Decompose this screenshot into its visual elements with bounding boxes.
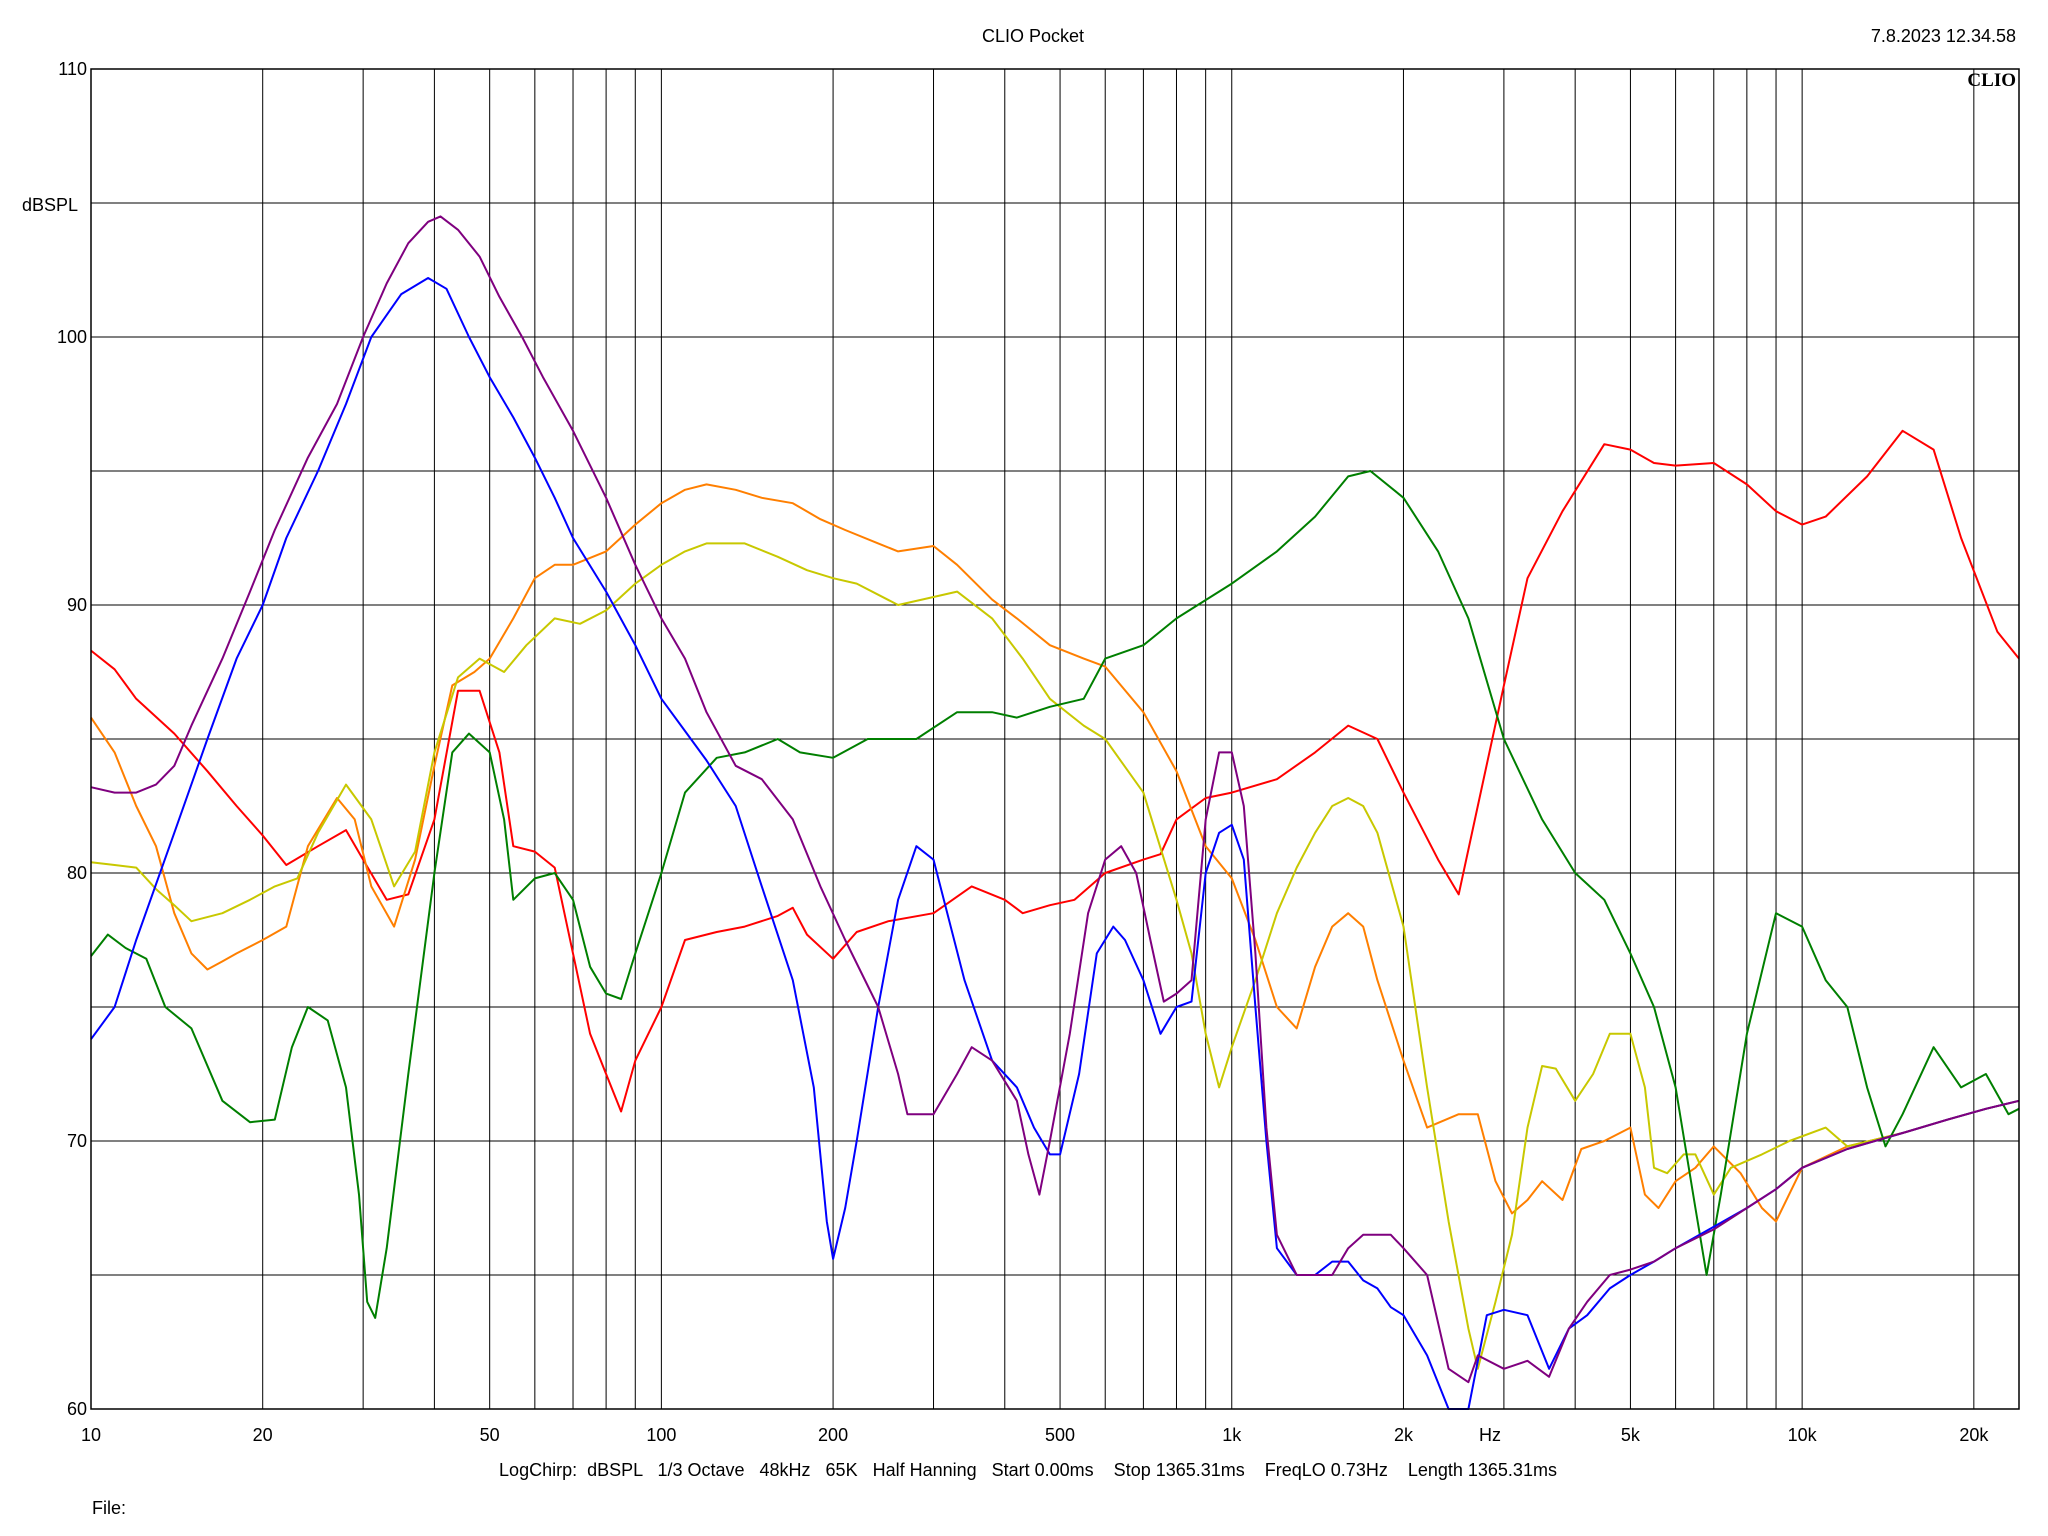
- y-axis-tick-labels: 110 100 90 80 70 60: [57, 59, 87, 1419]
- y-tick-label: 70: [67, 1131, 87, 1151]
- timestamp: 7.8.2023 12.34.58: [1871, 26, 2016, 46]
- x-axis-label: Hz: [1479, 1425, 1501, 1445]
- x-tick-label: 10: [81, 1425, 101, 1445]
- y-tick-label: 60: [67, 1399, 87, 1419]
- x-tick-label: 1k: [1222, 1425, 1242, 1445]
- series-line-6: [90, 215, 2020, 1384]
- x-tick-label: 500: [1045, 1425, 1075, 1445]
- series-line-3: [90, 542, 2020, 1370]
- x-tick-label: 20: [253, 1425, 273, 1445]
- series-group: [90, 215, 2020, 1410]
- x-tick-label: 200: [818, 1425, 848, 1445]
- series-line-4: [90, 470, 2020, 1319]
- x-tick-label: 20k: [1959, 1425, 1989, 1445]
- y-tick-label: 110: [58, 59, 87, 79]
- plot-frame: [90, 68, 2020, 1410]
- x-tick-label: 50: [480, 1425, 500, 1445]
- series-line-1: [90, 429, 2020, 1113]
- y-tick-label: 80: [67, 863, 87, 883]
- series-line-2: [90, 483, 2020, 1223]
- x-tick-label: 2k: [1394, 1425, 1414, 1445]
- clio-logo: CLIO: [1967, 70, 2016, 91]
- chart-title: CLIO Pocket: [982, 26, 1084, 46]
- measurement-settings: LogChirp: dBSPL 1/3 Octave 48kHz 65K Hal…: [499, 1460, 1557, 1480]
- y-tick-label: 100: [57, 327, 87, 347]
- y-tick-label: 90: [67, 595, 87, 615]
- x-tick-label: 5k: [1621, 1425, 1641, 1445]
- x-tick-label: 10k: [1788, 1425, 1818, 1445]
- x-tick-label: 100: [646, 1425, 676, 1445]
- series-line-5: [90, 277, 2020, 1410]
- file-label: File:: [92, 1498, 126, 1518]
- y-axis-label: dBSPL: [22, 195, 78, 215]
- x-axis-tick-labels: 10 20 50 100 200 500 1k 2k 5k 10k 20k: [81, 1425, 1989, 1445]
